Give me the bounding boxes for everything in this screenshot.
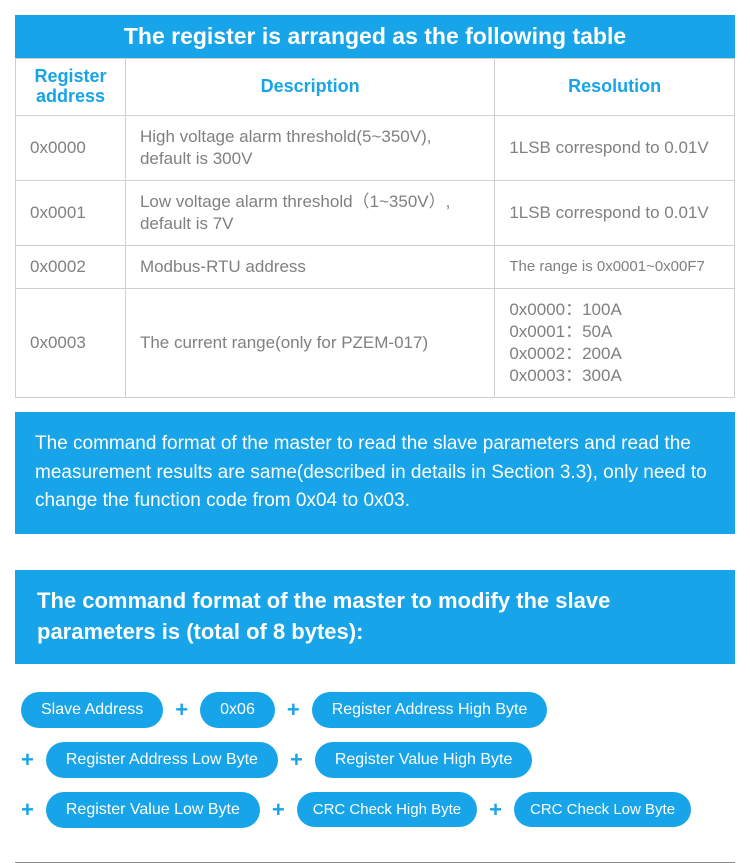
- pill-reg-val-low: Register Value Low Byte: [46, 792, 260, 828]
- table-row: 0x0003 The current range(only for PZEM-0…: [16, 289, 735, 398]
- pill-slave-address: Slave Address: [21, 692, 163, 728]
- table-row: 0x0002 Modbus-RTU address The range is 0…: [16, 245, 735, 288]
- col-header-resolution: Resolution: [495, 59, 735, 116]
- cell-addr: 0x0000: [16, 115, 126, 180]
- cell-desc: Low voltage alarm threshold（1~350V）, def…: [125, 180, 494, 245]
- cell-addr: 0x0002: [16, 245, 126, 288]
- pill-row-3: + Register Value Low Byte + CRC Check Hi…: [21, 792, 729, 828]
- cell-desc: The current range(only for PZEM-017): [125, 289, 494, 398]
- pill-row-2: + Register Address Low Byte + Register V…: [21, 742, 729, 778]
- table-row: 0x0000 High voltage alarm threshold(5~35…: [16, 115, 735, 180]
- plus-icon: +: [275, 697, 312, 723]
- plus-icon: +: [21, 747, 46, 773]
- pill-reg-addr-low: Register Address Low Byte: [46, 742, 278, 778]
- cell-addr: 0x0003: [16, 289, 126, 398]
- pill-row-1: Slave Address + 0x06 + Register Address …: [21, 692, 729, 728]
- cell-res: 0x0000：100A 0x0001：50A 0x0002：200A 0x000…: [495, 289, 735, 398]
- pill-crc-high: CRC Check High Byte: [297, 792, 477, 827]
- cell-res: 1LSB correspond to 0.01V: [495, 115, 735, 180]
- pill-reg-val-high: Register Value High Byte: [315, 742, 533, 778]
- table-row: 0x0001 Low voltage alarm threshold（1~350…: [16, 180, 735, 245]
- plus-icon: +: [260, 797, 297, 823]
- col-header-description: Description: [125, 59, 494, 116]
- cell-desc: High voltage alarm threshold(5~350V), de…: [125, 115, 494, 180]
- page-container: The register is arranged as the followin…: [0, 0, 750, 856]
- cell-res: The range is 0x0001~0x00F7: [495, 245, 735, 288]
- pill-reg-addr-high: Register Address High Byte: [312, 692, 548, 728]
- divider: [15, 862, 735, 863]
- plus-icon: +: [477, 797, 514, 823]
- plus-icon: +: [278, 747, 315, 773]
- pill-function-code: 0x06: [200, 692, 275, 728]
- table-header-row: Register address Description Resolution: [16, 59, 735, 116]
- plus-icon: +: [163, 697, 200, 723]
- cell-addr: 0x0001: [16, 180, 126, 245]
- cell-desc: Modbus-RTU address: [125, 245, 494, 288]
- cell-res: 1LSB correspond to 0.01V: [495, 180, 735, 245]
- command-format-area: Slave Address + 0x06 + Register Address …: [15, 664, 735, 856]
- info-box: The command format of the master to read…: [15, 412, 735, 534]
- section-title: The command format of the master to modi…: [15, 570, 735, 664]
- plus-icon: +: [21, 797, 46, 823]
- register-table: Register address Description Resolution …: [15, 58, 735, 398]
- table-title: The register is arranged as the followin…: [15, 15, 735, 58]
- pill-crc-low: CRC Check Low Byte: [514, 792, 691, 827]
- col-header-address: Register address: [16, 59, 126, 116]
